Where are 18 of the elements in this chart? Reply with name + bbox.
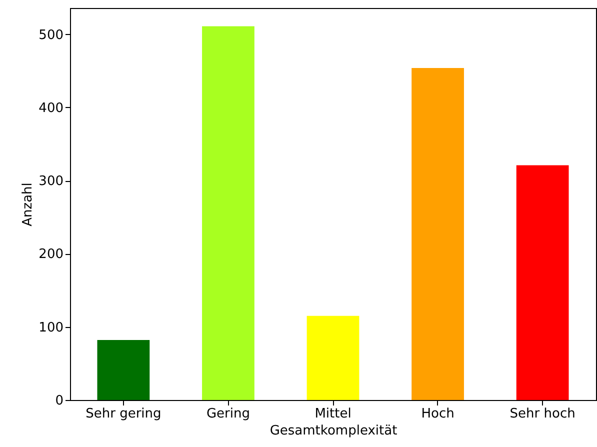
x-tick-label: Hoch	[421, 406, 454, 422]
bar	[516, 165, 569, 400]
x-tick-label: Gering	[206, 406, 250, 422]
x-tick-label: Sehr hoch	[510, 406, 576, 422]
bar	[306, 316, 360, 400]
y-tick-label: 400	[38, 100, 64, 116]
y-axis-title: Anzahl	[20, 182, 36, 226]
y-tick-label: 200	[38, 247, 64, 262]
y-tick-label: 0	[55, 394, 64, 408]
bar	[412, 68, 464, 400]
x-axis-title: Gesamtkomplexität	[270, 424, 398, 438]
y-tick-label: 500	[38, 28, 64, 43]
y-tick-label: 100	[38, 320, 64, 336]
x-tick-label: Mittel	[314, 406, 352, 422]
x-tick-label: Sehr gering	[86, 406, 162, 422]
y-tick-label: 300	[38, 174, 64, 190]
bar	[202, 26, 254, 400]
bar	[97, 340, 150, 400]
